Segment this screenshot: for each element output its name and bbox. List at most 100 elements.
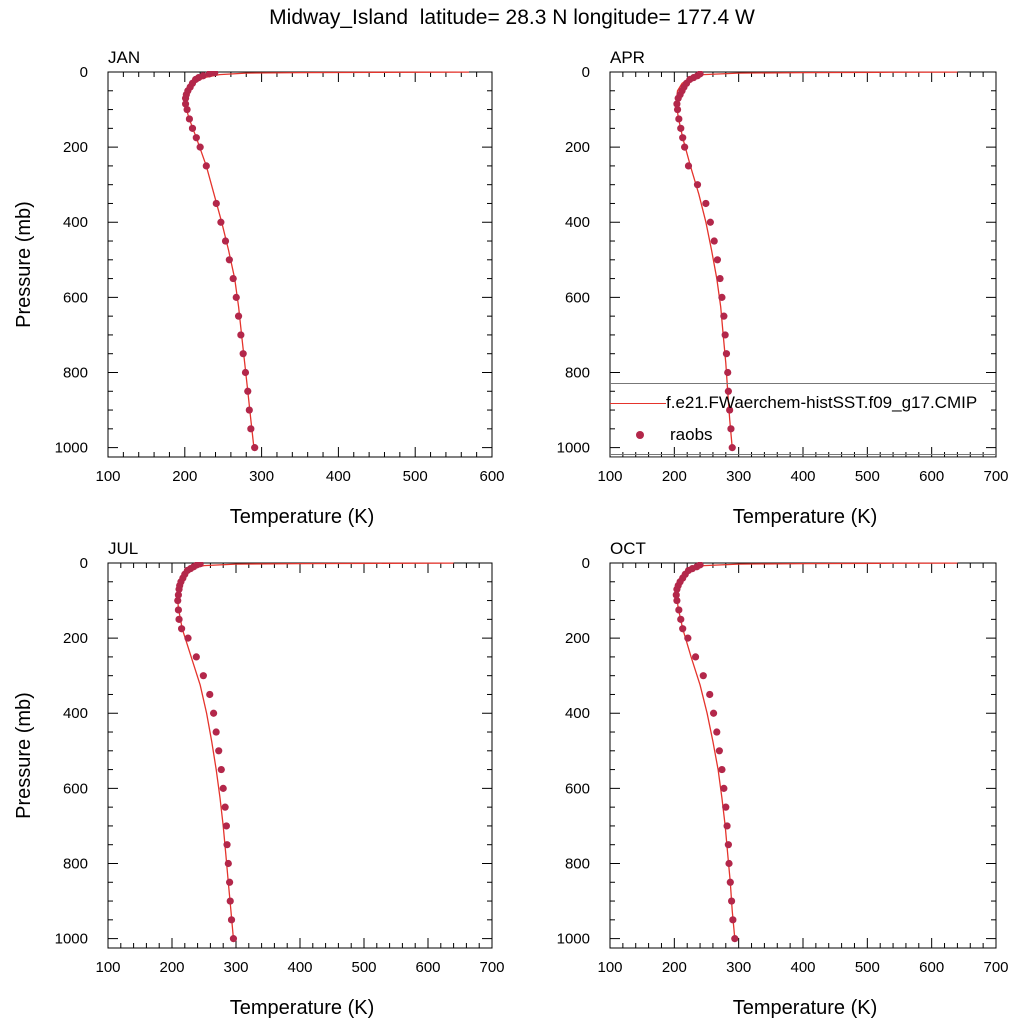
y-tick-label: 200 — [63, 139, 88, 156]
x-tick-label: 500 — [351, 959, 376, 976]
raobs-point — [241, 368, 250, 377]
raobs-point — [217, 765, 225, 774]
figure-title: Midway_Island latitude= 28.3 N longitude… — [269, 6, 755, 29]
x-tick-label: 600 — [919, 468, 944, 485]
raobs-point — [672, 591, 680, 599]
raobs-point — [222, 822, 230, 830]
plot-frame — [107, 562, 493, 949]
y-tick-label: 600 — [63, 289, 88, 306]
data-layer — [672, 562, 958, 943]
raobs-point — [675, 606, 683, 614]
raobs-point — [679, 625, 687, 633]
raobs-point — [728, 444, 736, 452]
model-series-line — [176, 562, 454, 939]
y-axis-title: Pressure (mb) — [13, 692, 35, 819]
x-axis-title: Temperature (K) — [230, 506, 375, 528]
raobs-point — [211, 71, 219, 77]
raobs-point — [174, 596, 182, 605]
y-tick-label: 1000 — [55, 931, 88, 948]
raobs-point — [675, 115, 683, 123]
y-tick-label: 800 — [565, 364, 590, 381]
panel-label: OCT — [610, 539, 646, 558]
panel-oct: 100 200 300 400 500 600 700 0 200 400 600 800 1000 OC… — [557, 539, 1009, 1019]
raobs-point — [184, 634, 192, 642]
raobs-point — [677, 615, 685, 623]
panel-jan: 100 200 300 400 500 600 0 200 400 600 800 1000 JAN Te… — [13, 48, 505, 528]
x-axis-title: Temperature (K) — [733, 997, 878, 1019]
y-tick-label: 200 — [565, 139, 590, 156]
y-tick-label: 0 — [80, 64, 88, 81]
raobs-point — [174, 606, 182, 614]
raobs-point — [245, 406, 253, 414]
y-tick-label: 600 — [565, 780, 590, 797]
x-tick-label: 300 — [223, 959, 248, 976]
panel-jul: 100 200 300 400 500 600 700 0 200 400 600 800 1000 JU… — [13, 539, 505, 1019]
raobs-point — [724, 368, 732, 377]
x-tick-label: 500 — [403, 468, 428, 485]
raobs-point — [229, 274, 237, 283]
x-tick-label: 500 — [855, 468, 880, 485]
raobs-point — [673, 105, 682, 114]
panel-label: JAN — [108, 48, 140, 67]
x-tick-label: 200 — [662, 468, 687, 485]
raobs-point — [175, 615, 183, 623]
x-tick-label: 300 — [249, 468, 274, 485]
raobs-point — [721, 331, 729, 339]
y-tick-label: 200 — [63, 630, 88, 647]
raobs-point — [196, 143, 204, 151]
raobs-point — [237, 331, 245, 339]
y-axis-title: Pressure (mb) — [13, 201, 35, 328]
raobs-point — [221, 237, 230, 245]
y-tick-label: 800 — [63, 364, 88, 381]
raobs-point — [673, 596, 681, 605]
x-tick-label: 400 — [790, 959, 815, 976]
raobs-point — [199, 672, 207, 680]
x-tick-label: 700 — [479, 959, 504, 976]
raobs-point — [729, 916, 737, 924]
panel-label: APR — [610, 48, 645, 67]
raobs-point — [679, 134, 687, 142]
raobs-point — [247, 425, 255, 433]
y-tick-label: 200 — [565, 630, 590, 647]
panel-apr: 100 200 300 400 500 600 700 0 200 400 600 800 1000 AP… — [557, 48, 1009, 528]
raobs-point — [684, 634, 692, 642]
x-axis-title: Temperature (K) — [230, 997, 375, 1019]
raobs-point — [727, 425, 735, 433]
raobs-point — [196, 562, 204, 568]
legend-line-swatch — [610, 402, 666, 404]
x-tick-label: 400 — [326, 468, 351, 485]
raobs-point — [251, 444, 259, 452]
model-series-line — [675, 562, 958, 939]
x-tick-label: 600 — [479, 468, 504, 485]
x-tick-label: 300 — [726, 959, 751, 976]
data-layer — [673, 71, 958, 452]
raobs-point — [727, 897, 736, 905]
raobs-point — [677, 124, 685, 132]
raobs-point — [202, 162, 210, 170]
legend-marker-swatch — [636, 431, 644, 439]
x-tick-label: 100 — [95, 959, 120, 976]
raobs-point — [684, 162, 693, 170]
x-tick-label: 200 — [662, 959, 687, 976]
legend-label-model: f.e21.FWaerchem-histSST.f09_g17.CMIP — [666, 393, 978, 412]
raobs-point — [726, 406, 734, 414]
raobs-point — [718, 293, 726, 301]
raobs-point — [710, 237, 718, 245]
raobs-point — [722, 350, 731, 358]
raobs-point — [232, 293, 240, 301]
raobs-point — [724, 841, 732, 849]
y-tick-label: 0 — [582, 64, 590, 81]
raobs-point — [215, 747, 223, 755]
raobs-point — [720, 312, 728, 320]
legend: f.e21.FWaerchem-histSST.f09_g17.CMIP rao… — [610, 383, 996, 458]
y-tick-label: 1000 — [557, 931, 590, 948]
raobs-point — [702, 199, 710, 208]
raobs-point — [210, 709, 218, 717]
raobs-point — [715, 747, 723, 755]
y-tick-label: 0 — [80, 555, 88, 572]
raobs-point — [234, 312, 243, 320]
raobs-point — [693, 181, 702, 189]
y-tick-label: 1000 — [557, 440, 590, 457]
x-tick-label: 400 — [287, 959, 312, 976]
raobs-point — [713, 256, 722, 264]
